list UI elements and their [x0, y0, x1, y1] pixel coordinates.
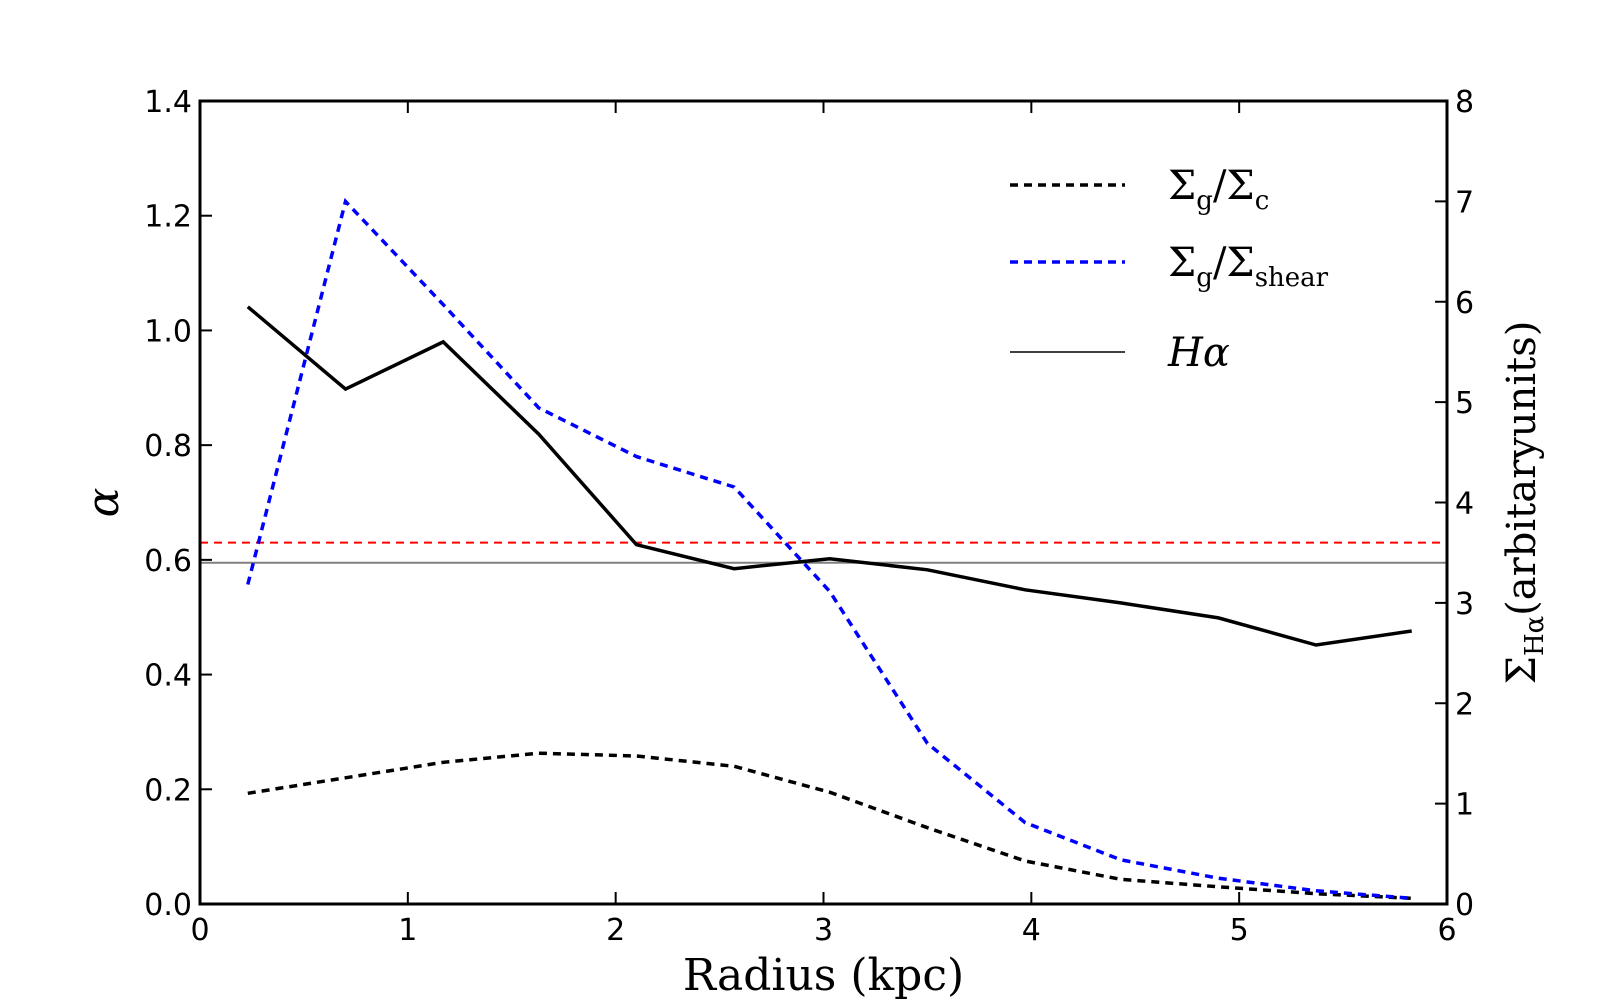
legend-0-sub2: c — [1255, 186, 1270, 216]
y-tick-label: 0.8 — [144, 429, 192, 464]
y-tick-label: 1.2 — [144, 200, 192, 235]
y-axis-label: α — [78, 488, 129, 518]
legend-0-mid: /Σ — [1213, 163, 1255, 209]
y2-tick-label: 2 — [1455, 687, 1474, 722]
x-tick-label: 0 — [190, 913, 209, 948]
y2-label-sub: Hα — [1520, 616, 1550, 656]
legend: Σg/Σc Σg/Σshear Hα — [1010, 163, 1329, 376]
x-tick-label: 5 — [1230, 913, 1249, 948]
x-tick-label: 2 — [606, 913, 625, 948]
y2-tick-label: 1 — [1455, 788, 1474, 823]
legend-1-sub2: shear — [1255, 263, 1329, 293]
legend-0-sub1: g — [1196, 186, 1213, 216]
y2-label-base: Σ — [1499, 656, 1545, 684]
y2-tick-label: 0 — [1455, 888, 1474, 923]
x-axis-label: Radius (kpc) — [683, 950, 964, 1000]
y2-label-rest: (arbitaryunits) — [1499, 321, 1545, 616]
series-layer — [246, 197, 1412, 901]
legend-label-h-alpha: Hα — [1167, 330, 1230, 376]
legend-1-base: Σ — [1168, 240, 1196, 286]
y-tick-label: 0.2 — [144, 773, 192, 808]
y2-tick-label: 8 — [1455, 85, 1474, 120]
legend-label-sigma-shear: Σg/Σshear — [1168, 240, 1329, 293]
series-sigma-c — [247, 751, 1412, 901]
x-axis-ticks: 0 1 2 3 4 5 6 — [190, 101, 1457, 948]
series-sigma-shear — [246, 197, 1412, 901]
series-h-alpha — [246, 305, 1412, 647]
plot-frame — [198, 99, 1449, 906]
y-tick-label: 0.4 — [144, 659, 192, 694]
x-tick-label: 4 — [1022, 913, 1041, 948]
y-tick-label: 1.0 — [144, 314, 192, 349]
y2-tick-label: 3 — [1455, 587, 1474, 622]
y2-tick-label: 7 — [1455, 185, 1474, 220]
x-tick-label: 1 — [398, 913, 417, 948]
x-tick-label: 6 — [1437, 913, 1456, 948]
y-tick-label: 0.0 — [144, 888, 192, 923]
y2-tick-label: 5 — [1455, 386, 1474, 421]
reference-lines-layer — [200, 541, 1447, 564]
y2-tick-label: 4 — [1455, 487, 1474, 522]
y-tick-label: 0.6 — [144, 544, 192, 579]
x-tick-label: 3 — [814, 913, 833, 948]
y2-axis-label: ΣHα(arbitaryunits) — [1499, 321, 1550, 685]
y2-axis-ticks: 0 1 2 3 4 5 6 7 8 — [1435, 85, 1474, 923]
y2-tick-label: 6 — [1455, 286, 1474, 321]
y-tick-label: 1.4 — [144, 85, 192, 120]
legend-1-mid: /Σ — [1213, 240, 1255, 286]
y-axis-ticks: 0.0 0.2 0.4 0.6 0.8 1.0 1.2 1.4 — [144, 85, 212, 923]
legend-1-sub1: g — [1196, 263, 1213, 293]
legend-label-sigma-c: Σg/Σc — [1168, 163, 1269, 216]
legend-0-base: Σ — [1168, 163, 1196, 209]
